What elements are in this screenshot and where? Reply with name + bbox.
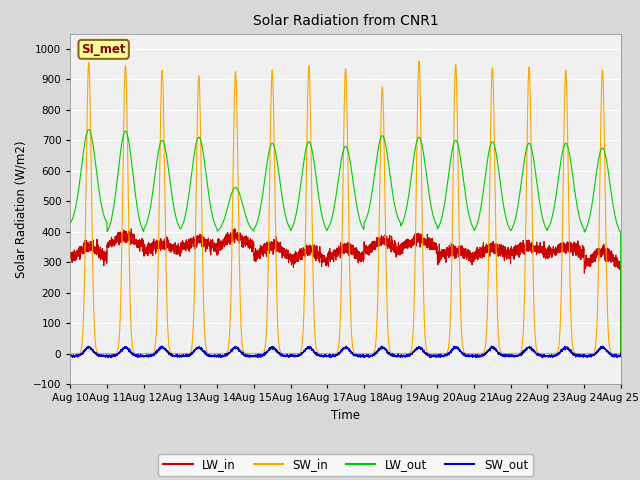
SW_in: [166, 345, 173, 350]
Legend: LW_in, SW_in, LW_out, SW_out: LW_in, SW_in, LW_out, SW_out: [158, 454, 533, 476]
LW_out: [85, 127, 93, 132]
SW_out: [469, 353, 477, 359]
LW_in: [469, 252, 477, 258]
Line: SW_in: SW_in: [70, 61, 621, 354]
LW_in: [67, 253, 74, 259]
Text: SI_met: SI_met: [81, 43, 126, 56]
Title: Solar Radiation from CNR1: Solar Radiation from CNR1: [253, 14, 438, 28]
LW_out: [469, 225, 477, 230]
SW_in: [469, 351, 477, 357]
Line: LW_out: LW_out: [70, 130, 621, 354]
SW_out: [438, 354, 446, 360]
SW_out: [166, 351, 173, 357]
Y-axis label: Solar Radiation (W/m2): Solar Radiation (W/m2): [15, 140, 28, 277]
SW_out: [617, 351, 625, 357]
SW_in: [617, 351, 625, 357]
LW_in: [616, 263, 624, 268]
SW_out: [325, 354, 333, 360]
SW_out: [67, 353, 74, 359]
LW_out: [438, 212, 446, 217]
LW_in: [166, 246, 173, 252]
SW_out: [500, 353, 508, 359]
SW_out: [488, 343, 495, 349]
SW_out: [539, 355, 547, 360]
LW_out: [616, 228, 624, 234]
SW_in: [616, 351, 624, 357]
LW_in: [617, 351, 625, 357]
SW_in: [325, 351, 333, 357]
LW_in: [438, 254, 446, 260]
SW_in: [67, 351, 74, 357]
LW_out: [500, 206, 508, 212]
Line: LW_in: LW_in: [70, 228, 621, 354]
LW_out: [67, 220, 74, 226]
SW_out: [616, 354, 624, 360]
LW_in: [500, 249, 508, 254]
LW_in: [325, 252, 333, 257]
LW_out: [166, 173, 173, 179]
SW_in: [438, 351, 446, 357]
SW_in: [500, 351, 508, 357]
LW_out: [325, 223, 333, 229]
SW_in: [415, 58, 423, 64]
X-axis label: Time: Time: [331, 408, 360, 421]
LW_in: [231, 226, 239, 231]
Line: SW_out: SW_out: [70, 346, 621, 358]
LW_out: [617, 351, 625, 357]
